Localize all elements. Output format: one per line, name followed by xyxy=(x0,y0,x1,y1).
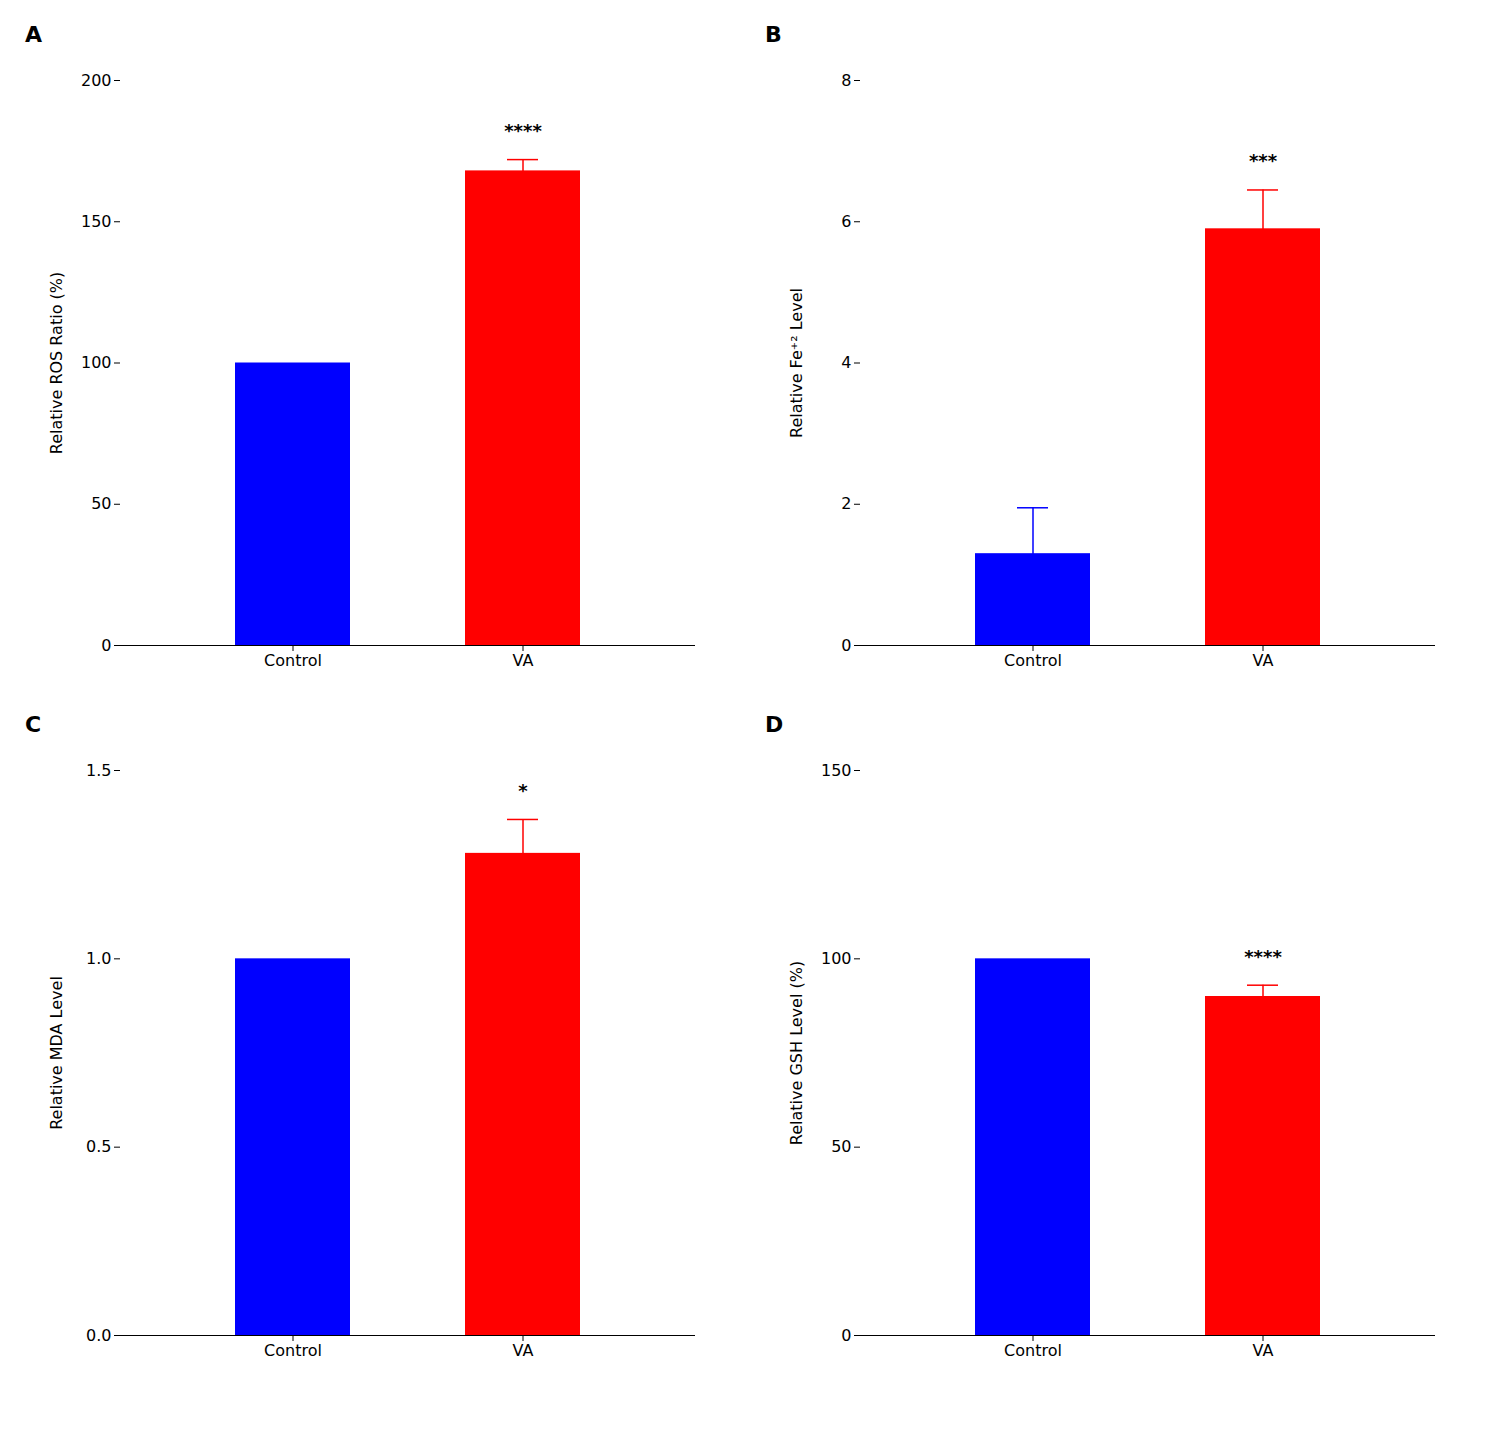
svg-text:0.5: 0.5 xyxy=(86,1137,111,1156)
svg-text:Control: Control xyxy=(264,651,322,670)
svg-text:0.0: 0.0 xyxy=(86,1326,111,1345)
svg-text:50: 50 xyxy=(831,1137,851,1156)
html-text:D: D xyxy=(765,712,784,737)
svg-text:*: * xyxy=(518,780,528,801)
svg-text:Control: Control xyxy=(1004,651,1062,670)
svg-text:Control: Control xyxy=(264,1341,322,1360)
svg-text:***: *** xyxy=(1249,150,1278,171)
svg-text:150: 150 xyxy=(821,761,852,780)
svg-text:****: **** xyxy=(1244,946,1282,967)
svg-text:0: 0 xyxy=(841,636,851,655)
svg-text:Relative MDA Level: Relative MDA Level xyxy=(47,976,66,1130)
svg-text:Relative Fe⁺² Level: Relative Fe⁺² Level xyxy=(787,288,806,438)
svg-text:VA: VA xyxy=(513,1341,534,1360)
svg-text:50: 50 xyxy=(91,494,111,513)
svg-text:0: 0 xyxy=(101,636,111,655)
svg-text:200: 200 xyxy=(81,71,112,90)
svg-text:100: 100 xyxy=(821,949,852,968)
svg-text:Control: Control xyxy=(1004,1341,1062,1360)
svg-text:8: 8 xyxy=(841,71,851,90)
html-text:B: B xyxy=(765,22,782,47)
svg-text:150: 150 xyxy=(81,212,112,231)
svg-text:1.0: 1.0 xyxy=(86,949,111,968)
svg-text:Relative ROS Ratio (%): Relative ROS Ratio (%) xyxy=(47,272,66,454)
html-text:A: A xyxy=(25,22,42,47)
svg-text:1.5: 1.5 xyxy=(86,761,111,780)
svg-text:100: 100 xyxy=(81,353,112,372)
svg-text:VA: VA xyxy=(1253,651,1274,670)
svg-text:VA: VA xyxy=(513,651,534,670)
html-text:C: C xyxy=(25,712,42,737)
svg-text:0: 0 xyxy=(841,1326,851,1345)
svg-text:6: 6 xyxy=(841,212,851,231)
svg-text:****: **** xyxy=(504,120,542,141)
svg-text:2: 2 xyxy=(841,494,851,513)
svg-text:VA: VA xyxy=(1253,1341,1274,1360)
svg-text:Relative GSH Level (%): Relative GSH Level (%) xyxy=(787,961,806,1145)
svg-text:4: 4 xyxy=(841,353,851,372)
